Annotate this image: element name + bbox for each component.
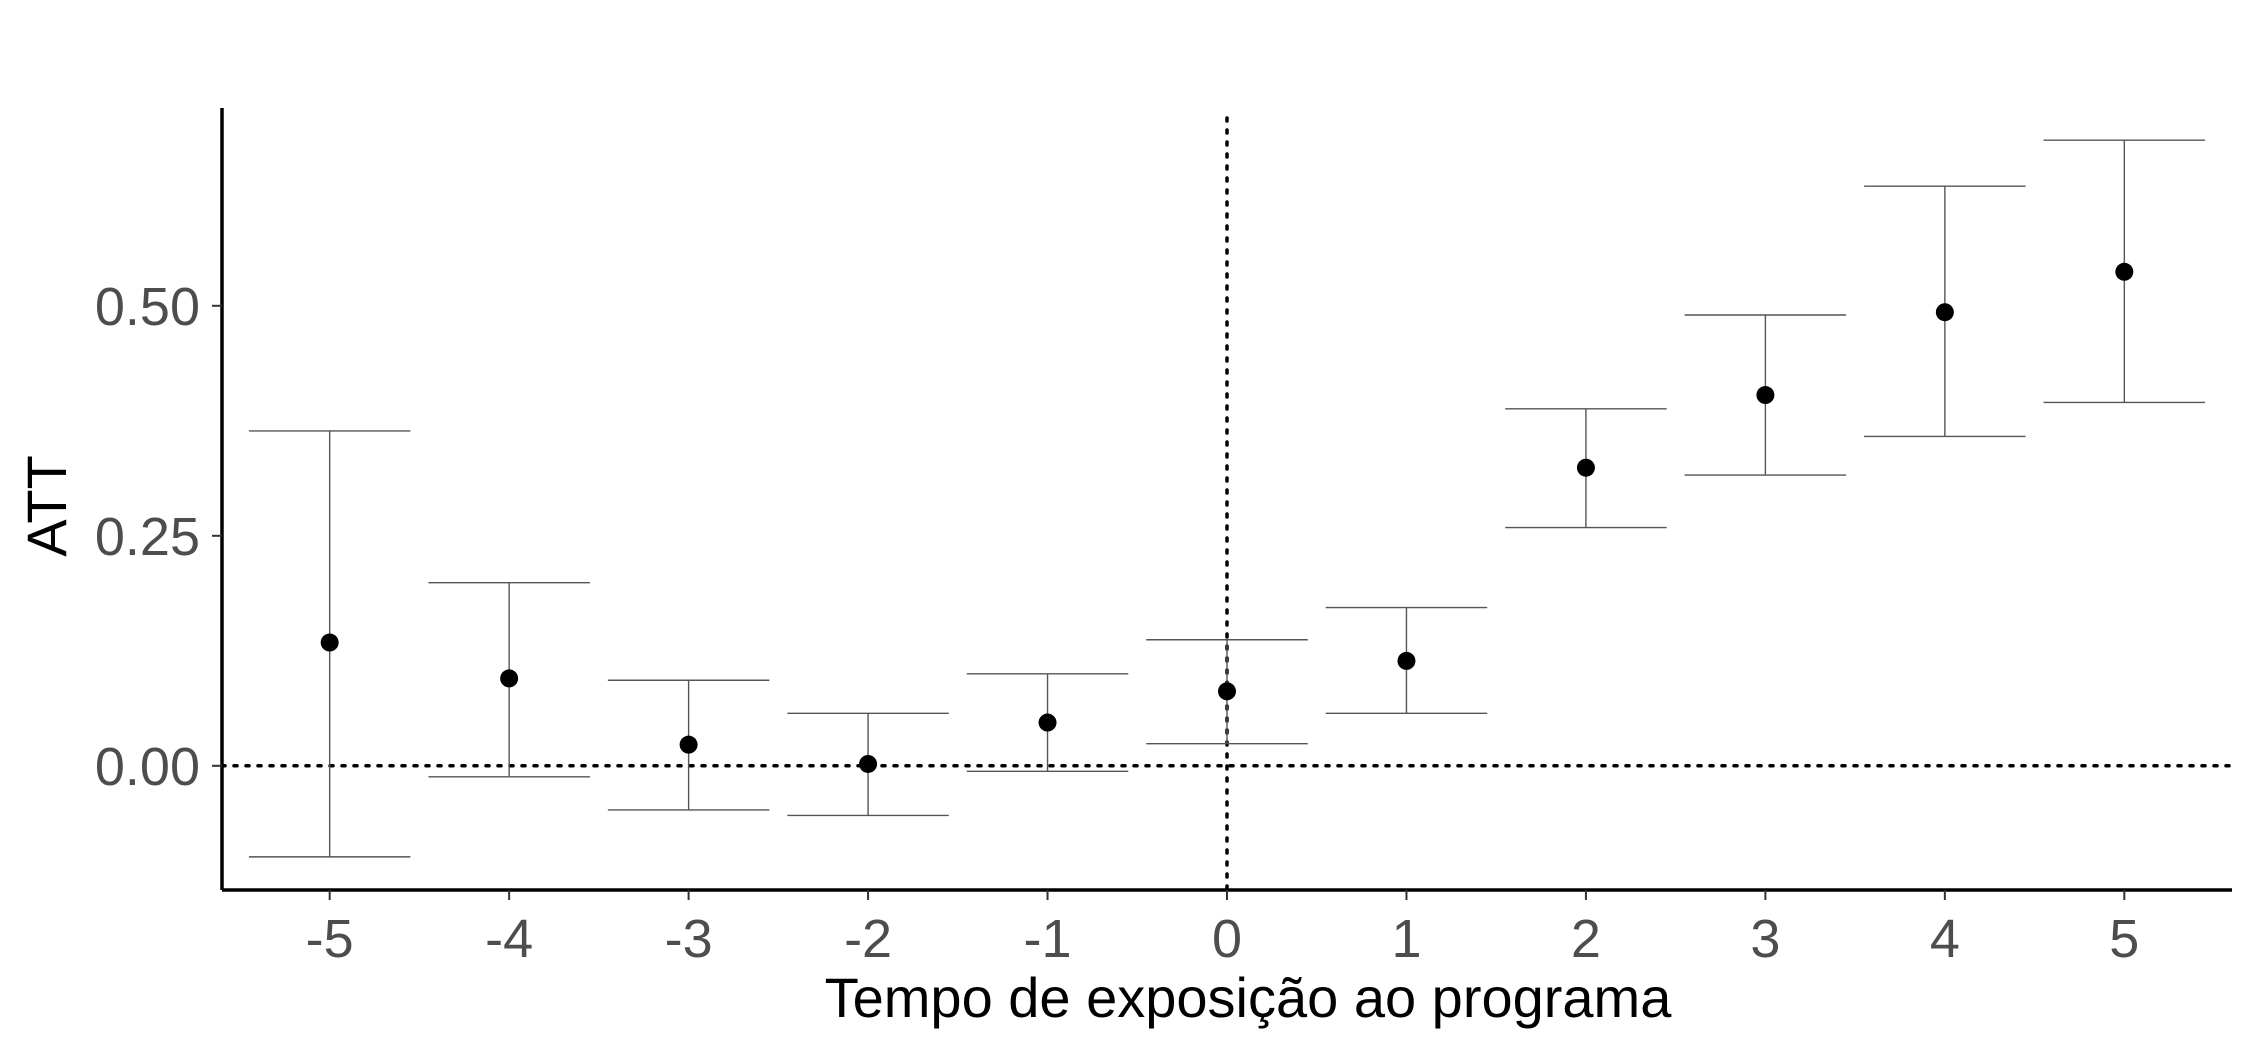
x-tick-label: 3 <box>1750 909 1780 969</box>
x-tick-label: 1 <box>1391 909 1421 969</box>
y-tick-label: 0.50 <box>95 277 200 337</box>
data-point <box>500 669 519 688</box>
x-tick-label: 0 <box>1212 909 1242 969</box>
x-tick-label: -4 <box>485 909 533 969</box>
x-tick-label: -2 <box>844 909 892 969</box>
y-tick-label: 0.00 <box>95 737 200 797</box>
points <box>320 262 2134 773</box>
y-axis-title: ATT <box>15 455 78 557</box>
y-tick-label: 0.25 <box>95 507 200 567</box>
data-point <box>2115 262 2134 281</box>
data-point <box>1038 713 1057 732</box>
x-axis-title: Tempo de exposição ao programa <box>825 966 1673 1029</box>
data-point <box>1756 386 1775 405</box>
x-tick-label: 5 <box>2109 909 2139 969</box>
data-point <box>859 754 878 773</box>
data-point <box>679 735 698 754</box>
data-point <box>1576 458 1595 477</box>
y-tick-labels: 0.00 0.25 0.50 <box>95 277 200 797</box>
x-tick-label: -1 <box>1024 909 1072 969</box>
data-point <box>320 633 339 652</box>
reference-lines <box>220 116 2234 892</box>
x-tick-label: -5 <box>306 909 354 969</box>
x-tick-labels: -5 -4 -3 -2 -1 0 1 2 3 4 5 <box>306 909 2140 969</box>
x-tick-label: -3 <box>665 909 713 969</box>
data-point <box>1935 303 1954 322</box>
x-tick-label: 4 <box>1930 909 1960 969</box>
errorbars <box>248 139 2206 858</box>
axes <box>212 108 2232 900</box>
x-tick-label: 2 <box>1571 909 1601 969</box>
data-point <box>1397 651 1416 670</box>
data-point <box>1218 682 1236 701</box>
